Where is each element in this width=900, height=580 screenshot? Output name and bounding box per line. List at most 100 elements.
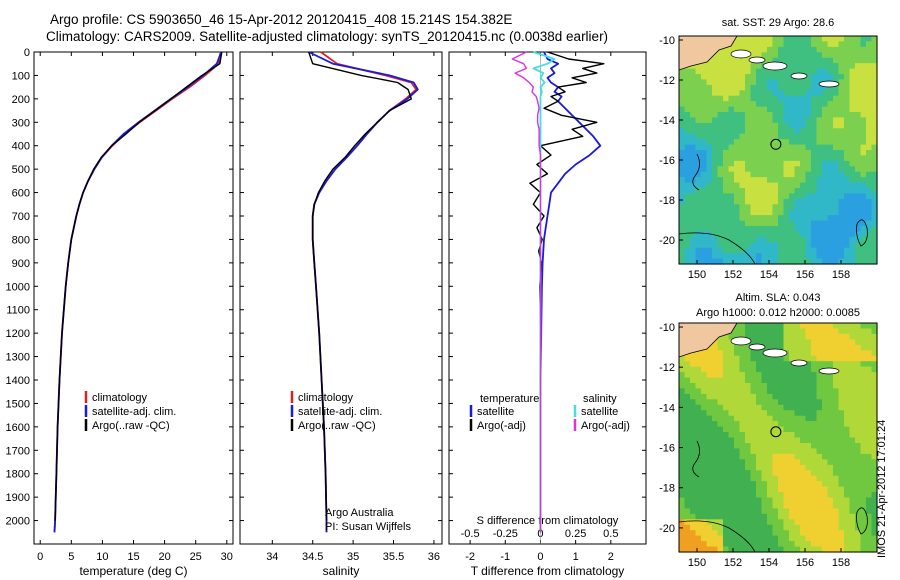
sla-map-cell bbox=[706, 508, 713, 515]
sla-map-cell bbox=[866, 399, 873, 406]
sla-map-cell bbox=[767, 323, 774, 330]
sst-map-cell bbox=[794, 231, 801, 238]
sst-map-cell bbox=[690, 133, 697, 140]
sst-map-cell bbox=[822, 122, 829, 129]
sla-map-cell bbox=[860, 404, 867, 411]
sst-map-cell bbox=[855, 128, 862, 135]
sla-map-cell bbox=[827, 486, 834, 493]
sla-map-cell bbox=[717, 426, 724, 433]
sla-map-cell bbox=[800, 388, 807, 395]
sla-map-cell bbox=[860, 546, 867, 553]
sla-map-cell bbox=[833, 535, 840, 542]
sst-map-cell bbox=[750, 209, 757, 216]
sst-map-cell bbox=[728, 84, 735, 91]
sla-map-cell bbox=[717, 524, 724, 531]
sst-map-cell bbox=[723, 106, 730, 113]
sla-map-cell bbox=[772, 410, 779, 417]
sst-map-cell bbox=[844, 193, 851, 200]
sst-map-cell bbox=[833, 166, 840, 173]
sst-map-cell bbox=[794, 166, 801, 173]
sst-map-cell bbox=[805, 63, 812, 70]
sla-map-cell bbox=[717, 383, 724, 390]
sla-map-cell bbox=[767, 502, 774, 509]
sst-map-cell bbox=[750, 253, 757, 260]
sla-map-cell bbox=[745, 497, 752, 504]
sla-map-cell bbox=[789, 443, 796, 450]
sst-map-cell bbox=[723, 79, 730, 86]
sst-map-cell bbox=[783, 188, 790, 194]
sla-map-cell bbox=[816, 437, 823, 444]
sst-map-cell bbox=[778, 209, 785, 216]
sla-map-cell bbox=[706, 393, 713, 400]
sst-map-cell bbox=[805, 198, 812, 205]
sla-map-cell bbox=[866, 502, 873, 509]
sla-map-cell bbox=[789, 448, 796, 455]
sst-map-cell bbox=[827, 122, 834, 129]
sst-map-cell bbox=[849, 90, 856, 97]
sla-map-cell bbox=[816, 328, 823, 335]
sst-map-cell bbox=[701, 117, 708, 124]
sst-map-cell bbox=[684, 68, 691, 75]
sst-map-cell bbox=[811, 231, 818, 238]
sla-map-cell bbox=[855, 383, 862, 390]
sla-map-cell bbox=[717, 443, 724, 450]
sla-map-cell bbox=[866, 383, 873, 390]
sla-map-cell bbox=[871, 426, 878, 433]
sst-map-cell bbox=[723, 112, 730, 118]
sla-map-cell bbox=[728, 524, 735, 531]
sla-map-cell bbox=[833, 415, 840, 422]
sst-map-cell bbox=[772, 52, 779, 59]
sst-map-cell bbox=[838, 204, 845, 211]
sla-map-cell bbox=[684, 481, 691, 488]
sst-map-cell bbox=[844, 160, 851, 167]
sst-map-cell bbox=[679, 242, 686, 249]
sst-map-cell bbox=[783, 84, 790, 91]
sst-map-cell bbox=[767, 220, 774, 227]
sst-map-cell bbox=[717, 220, 724, 227]
sla-map-cell bbox=[706, 519, 713, 526]
sst-map-ytick-label: -16 bbox=[659, 155, 675, 167]
sst-map-cell bbox=[695, 247, 702, 254]
sla-map-cell bbox=[778, 355, 785, 362]
sst-map-cell bbox=[778, 150, 785, 156]
sla-map-cell bbox=[761, 383, 768, 390]
sla-map-cell bbox=[800, 524, 807, 531]
sla-map-cell bbox=[871, 421, 878, 428]
sla-map-cell bbox=[860, 437, 867, 444]
sst-map-cell bbox=[750, 79, 757, 86]
sst-map-cell bbox=[860, 204, 867, 211]
sla-map-cell bbox=[723, 421, 730, 428]
sla-map-cell bbox=[761, 519, 768, 526]
sst-map-cell bbox=[805, 204, 812, 211]
sst-map-cell bbox=[745, 90, 752, 97]
sst-map-cell bbox=[816, 101, 823, 108]
sst-map-cell bbox=[827, 231, 834, 238]
sst-map-cell bbox=[679, 139, 686, 146]
sst-map-cell bbox=[822, 84, 829, 91]
sst-map-cell bbox=[767, 188, 774, 194]
sst-map-cell bbox=[816, 117, 823, 124]
sla-map-cell bbox=[745, 519, 752, 526]
sst-map-cell bbox=[794, 95, 801, 102]
sst-map-cell bbox=[794, 41, 801, 48]
sla-map-cell bbox=[695, 535, 702, 542]
sst-map-cell bbox=[827, 52, 834, 59]
sla-map-cell bbox=[849, 524, 856, 531]
sst-map-cell bbox=[778, 68, 785, 75]
sst-map-cell bbox=[706, 106, 713, 113]
sla-map-cell bbox=[701, 372, 708, 379]
sst-map-cell bbox=[750, 182, 757, 189]
sla-map-cell bbox=[750, 486, 757, 493]
sla-map-cell bbox=[860, 361, 867, 368]
sla-map-cell bbox=[844, 448, 851, 455]
sst-map-cell bbox=[701, 112, 708, 118]
sst-map-cell bbox=[844, 177, 851, 184]
sst-map-cell bbox=[701, 68, 708, 75]
sst-map-cell bbox=[756, 215, 763, 222]
sst-map-cell bbox=[789, 128, 796, 135]
sla-map-cell bbox=[860, 377, 867, 384]
sst-map-cell bbox=[745, 236, 752, 243]
sla-map-cell bbox=[811, 421, 818, 428]
sst-map-cell bbox=[750, 198, 757, 205]
sst-map-cell bbox=[772, 160, 779, 167]
